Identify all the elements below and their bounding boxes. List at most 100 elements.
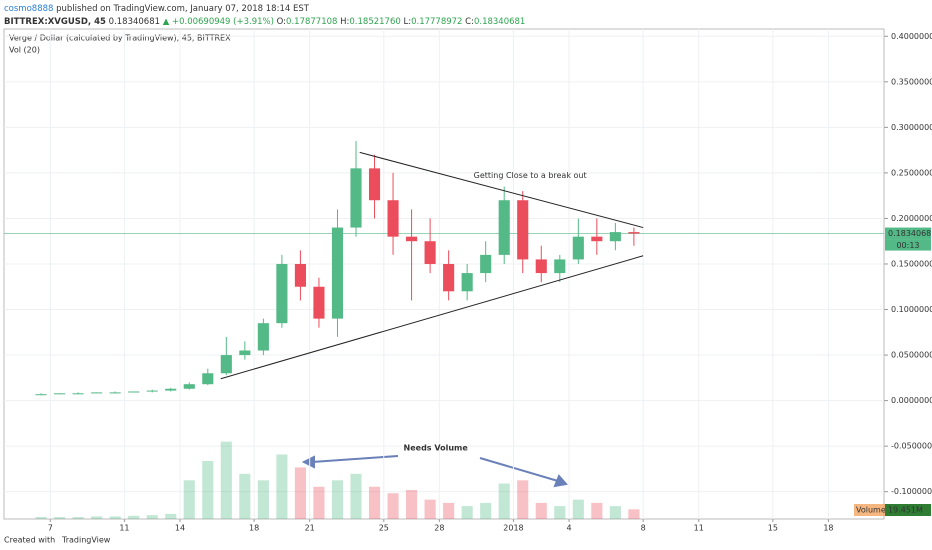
candle-body: [572, 236, 584, 260]
volume-bar: [220, 441, 232, 519]
x-tick-label: 7: [48, 524, 53, 533]
candle-body: [91, 392, 103, 394]
candle-body: [128, 391, 140, 393]
l-val: 0.17778972: [411, 17, 462, 27]
last-price-tag: [885, 227, 931, 240]
volume-bar: [276, 454, 288, 519]
header-line-2: BITTREX:XVGUSD, 45 0.18340681 ▲ +0.00690…: [4, 17, 525, 27]
c-val: 0.18340681: [474, 17, 525, 27]
candle-body: [165, 388, 177, 391]
footer-brand: TradingView: [61, 536, 111, 545]
volume-ma-value-tag: [885, 504, 931, 516]
volume-bar: [72, 517, 84, 519]
candle-body: [239, 350, 251, 356]
candle-body: [424, 241, 436, 264]
plot-frame: [3, 28, 885, 520]
countdown-label: 00:13: [896, 241, 919, 250]
arrow-left-head: [301, 455, 315, 469]
volume-bar: [109, 516, 121, 519]
volume-bar: [128, 515, 140, 519]
x-tick-label: 11: [119, 524, 129, 533]
candle-body: [628, 232, 640, 234]
candle-body: [368, 168, 381, 201]
symbol: BITTREX:XVGUSD, 45: [4, 17, 106, 27]
last-price-label: 0.18340681: [888, 229, 932, 238]
trendline: [359, 151, 644, 229]
candle-body: [220, 355, 232, 374]
legend-volume: Vol (20): [9, 46, 40, 55]
volume-bar: [368, 486, 381, 519]
header-line-1: cosmo8888 published on TradingView.com, …: [4, 4, 310, 14]
candle-body: [54, 393, 66, 395]
volume-bar: [443, 502, 455, 519]
candle-body: [72, 393, 84, 395]
candle-body: [387, 200, 399, 237]
volume-bar: [54, 517, 66, 519]
candle-body: [276, 263, 288, 324]
x-tick-label: 28: [434, 524, 444, 533]
volume-bar: [202, 460, 214, 519]
candle-body: [535, 259, 547, 274]
candle-body: [554, 259, 566, 274]
legend-main: Verge / Dollar (calculated by TradingVie…: [9, 34, 231, 43]
candle-body: [461, 273, 473, 292]
published: published on TradingView.com, January 07…: [56, 4, 310, 14]
candle-body: [517, 200, 529, 260]
candle-body: [109, 392, 121, 394]
candle-body: [146, 390, 158, 392]
volume-bar: [350, 473, 362, 519]
volume-bar: [183, 480, 195, 519]
volume-ma-value: 19.451M: [888, 506, 923, 515]
volume-bar: [406, 489, 418, 519]
volume-bar: [535, 502, 547, 519]
candle-body: [406, 236, 418, 242]
arrow-right-head: [553, 474, 568, 488]
volume-bar: [628, 509, 640, 519]
volume-bar: [35, 517, 47, 519]
x-tick-label: 18: [823, 524, 833, 533]
volume-bar: [554, 506, 566, 519]
arrow-right: [479, 457, 559, 482]
volume-bar: [331, 480, 344, 519]
candle-body: [183, 384, 195, 389]
candle-body: [591, 236, 603, 242]
candle-body: [257, 323, 269, 351]
candle-body: [480, 254, 492, 274]
change: ▲ +0.00690949 (+3.91%): [163, 17, 274, 27]
volume-bar: [609, 506, 621, 519]
h-val: 0.18521760: [349, 17, 400, 27]
l-key: L:: [403, 17, 411, 27]
volume-bar: [294, 467, 306, 519]
volume-bar: [239, 473, 251, 519]
candle-body: [331, 227, 344, 319]
countdown-tag: [885, 239, 931, 251]
candle-body: [202, 373, 214, 385]
x-tick-label: 21: [305, 524, 315, 533]
candle-body: [35, 394, 47, 396]
candle-body: [609, 232, 621, 242]
trendline: [220, 255, 644, 380]
candle-body: [350, 168, 362, 228]
volume-bar: [517, 480, 529, 519]
x-tick-label: 25: [379, 524, 389, 533]
h-key: H:: [340, 17, 349, 27]
y-tick-label: 0.00000000: [891, 396, 932, 405]
volume-bar: [387, 493, 399, 519]
volume-bar: [498, 483, 510, 519]
publisher: cosmo8888: [4, 4, 53, 14]
volume-ma-tag: [854, 504, 888, 516]
x-tick-label: 4: [567, 524, 572, 533]
volume-bar: [313, 486, 325, 519]
x-tick-label: 11: [694, 524, 704, 533]
volume-bar: [424, 499, 436, 519]
